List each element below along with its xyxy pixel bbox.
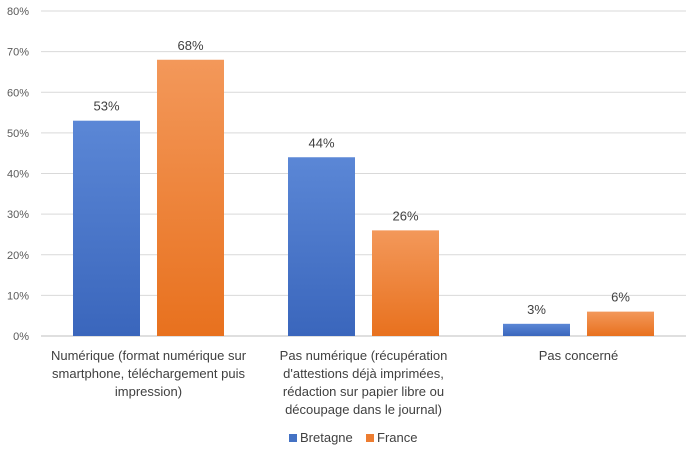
category-label: Pas numérique (récupération	[280, 348, 448, 363]
category-label: impression)	[115, 384, 182, 399]
data-label: 26%	[392, 208, 418, 223]
y-tick-label: 0%	[13, 331, 29, 343]
category-label: découpage dans le journal)	[285, 402, 442, 417]
bar-bretagne-0	[73, 120, 140, 336]
legend-label: Bretagne	[300, 430, 353, 445]
category-label: smartphone, téléchargement puis	[52, 366, 245, 381]
data-label: 68%	[177, 38, 203, 53]
data-label: 44%	[308, 135, 334, 150]
data-label: 6%	[611, 290, 630, 305]
y-tick-label: 50%	[7, 128, 29, 140]
y-tick-label: 30%	[7, 209, 29, 221]
bar-france-0	[157, 59, 224, 336]
bar-bretagne-2	[503, 323, 570, 336]
legend: Bretagne France	[289, 430, 417, 445]
bar-france-2	[587, 311, 654, 336]
y-tick-label: 20%	[7, 250, 29, 262]
data-labels: 53% 68% 44% 26% 3% 6%	[93, 38, 630, 317]
category-label: rédaction sur papier libre ou	[283, 384, 444, 399]
y-tick-label: 10%	[7, 290, 29, 302]
legend-swatch-france	[366, 434, 374, 442]
x-axis-categories: Numérique (format numérique sur smartphon…	[51, 348, 618, 417]
category-label: d'attestions déjà imprimées,	[283, 366, 444, 381]
y-tick-label: 80%	[7, 6, 29, 18]
y-tick-label: 40%	[7, 169, 29, 181]
category-label: Numérique (format numérique sur	[51, 348, 247, 363]
legend-label: France	[377, 430, 417, 445]
category-label: Pas concerné	[539, 348, 619, 363]
bar-bretagne-1	[288, 157, 355, 336]
legend-swatch-bretagne	[289, 434, 297, 442]
y-tick-label: 60%	[7, 87, 29, 99]
bar-france-1	[372, 230, 439, 336]
bars	[73, 59, 654, 336]
y-tick-label: 70%	[7, 47, 29, 59]
y-axis-ticks: 0% 10% 20% 30% 40% 50% 60% 70% 80%	[7, 6, 29, 343]
gridlines	[41, 10, 686, 337]
data-label: 53%	[93, 99, 119, 114]
data-label: 3%	[527, 302, 546, 317]
